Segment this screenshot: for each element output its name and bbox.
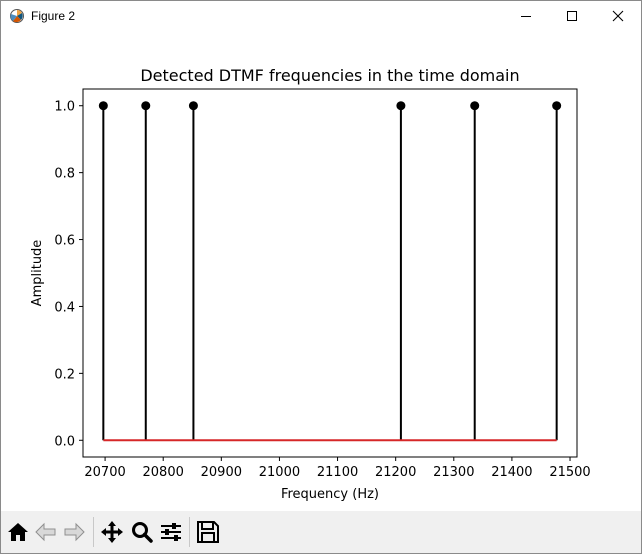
configure-subplots-button[interactable] <box>158 519 184 545</box>
y-tick-label: 1.0 <box>54 100 75 115</box>
chart-title: Detected DTMF frequencies in the time do… <box>140 66 519 85</box>
matplotlib-icon <box>10 9 24 23</box>
y-tick-label: 0.8 <box>54 167 75 182</box>
save-button[interactable] <box>195 519 221 545</box>
stem-marker <box>188 101 198 111</box>
x-tick-label: 21300 <box>433 465 474 480</box>
pan-button[interactable] <box>99 519 125 545</box>
close-icon <box>612 10 624 22</box>
stem-marker <box>396 101 406 111</box>
stem-marker <box>141 101 151 111</box>
x-tick-label: 21500 <box>549 465 590 480</box>
back-button[interactable] <box>33 519 59 545</box>
window-title: Figure 2 <box>31 9 76 23</box>
stem-marker <box>470 101 480 111</box>
x-tick-label: 21100 <box>317 465 358 480</box>
stem-marker <box>98 101 108 111</box>
x-axis-label: Frequency (Hz) <box>281 487 379 502</box>
toolbar-separator <box>189 517 190 547</box>
navigation-toolbar <box>1 511 641 553</box>
home-icon <box>8 523 28 541</box>
configure-subplots-icon <box>161 523 181 541</box>
x-tick-label: 21000 <box>259 465 300 480</box>
maximize-icon <box>567 11 577 21</box>
axes-frame <box>82 88 578 458</box>
maximize-button[interactable] <box>549 1 595 31</box>
forward-icon <box>64 522 85 542</box>
x-tick-label: 21200 <box>375 465 416 480</box>
close-button[interactable] <box>595 1 641 31</box>
title-bar[interactable]: Figure 2 <box>1 1 641 31</box>
figure-canvas[interactable]: Detected DTMF frequencies in the time do… <box>1 31 641 511</box>
y-tick-label: 0.6 <box>54 234 75 249</box>
y-tick-label: 0.0 <box>54 434 75 449</box>
minimize-icon <box>521 16 531 17</box>
forward-button[interactable] <box>61 519 87 545</box>
toolbar-separator <box>93 517 94 547</box>
y-axis-label: Amplitude <box>30 240 45 307</box>
x-tick-label: 20800 <box>143 465 184 480</box>
save-icon <box>197 521 219 543</box>
zoom-icon <box>132 522 153 543</box>
zoom-button[interactable] <box>129 519 155 545</box>
back-icon <box>35 522 56 542</box>
stem-chart: Detected DTMF frequencies in the time do… <box>30 66 591 502</box>
pan-icon <box>101 521 123 543</box>
y-tick-label: 0.4 <box>54 300 75 315</box>
y-tick-label: 0.2 <box>54 367 75 382</box>
x-tick-label: 20900 <box>201 465 242 480</box>
stem-marker <box>552 101 562 111</box>
x-tick-label: 21400 <box>491 465 532 480</box>
x-tick-label: 20700 <box>84 465 125 480</box>
minimize-button[interactable] <box>503 1 549 31</box>
home-button[interactable] <box>5 519 31 545</box>
